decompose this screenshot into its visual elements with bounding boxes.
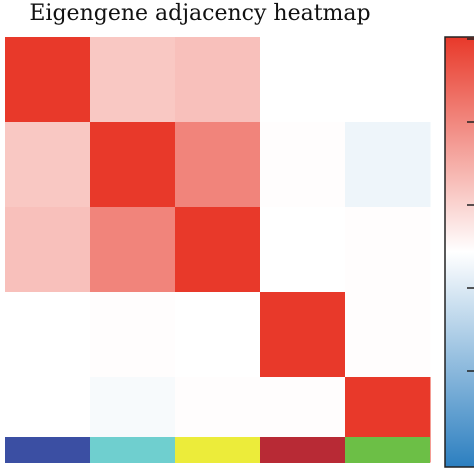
chart-title: Eigengene adjacency heatmap [29,1,371,26]
heatmap-cell-r3-c1 [5,207,91,293]
module-color-1 [5,437,90,463]
heatmap-cell-r1-c3 [175,37,261,123]
module-color-4 [260,437,345,463]
heatmap-cell-r2-c3 [175,122,261,208]
heatmap-cell-r3-c5 [345,207,431,293]
heatmap-cell-r2-c2 [90,122,176,208]
heatmap-cell-r4-c3 [175,292,261,378]
heatmap-cell-r3-c2 [90,207,176,293]
heatmap-cell-r1-c5 [345,37,431,123]
heatmap-cell-r1-c2 [90,37,176,123]
heatmap-cell-r4-c1 [5,292,91,378]
heatmap-cell-r4-c2 [90,292,176,378]
module-color-2 [90,437,175,463]
heatmap-cell-r2-c5 [345,122,431,208]
colorbar [444,36,474,468]
module-color-3 [175,437,260,463]
heatmap-cell-r2-c1 [5,122,91,208]
heatmap-cell-r3-c4 [260,207,346,293]
heatmap-cell-r1-c1 [5,37,91,123]
heatmap-cell-r4-c5 [345,292,431,378]
module-color-5 [345,437,430,463]
heatmap-cell-r1-c4 [260,37,346,123]
heatmap-cell-r2-c4 [260,122,346,208]
heatmap-cell-r4-c4 [260,292,346,378]
heatmap-cell-r3-c3 [175,207,261,293]
